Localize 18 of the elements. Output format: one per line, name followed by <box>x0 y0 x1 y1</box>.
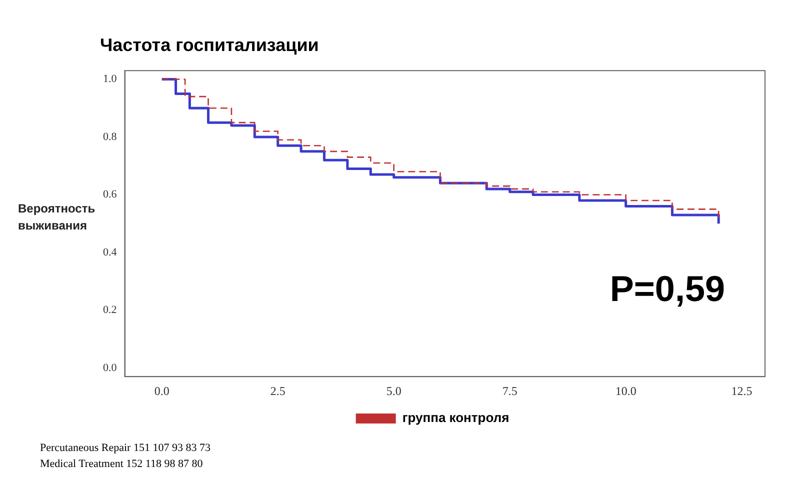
legend-label: группа контроля <box>402 410 510 426</box>
y-tick-label: 0.0 <box>103 362 118 374</box>
y-axis-title: Вероятность выживания <box>18 201 96 232</box>
x-tick-label: 12.5 <box>731 384 752 398</box>
y-tick-label: 0.6 <box>103 188 118 201</box>
chart-title: Частота госпитализации <box>100 34 319 55</box>
annotation: P=0,59 <box>610 268 725 309</box>
x-tick-label: 2.5 <box>270 384 286 398</box>
y-tick-label: 1.0 <box>103 73 118 86</box>
y-tick-label: 0.8 <box>103 130 118 143</box>
x-tick-label: 7.5 <box>502 384 518 398</box>
x-tick-label: 10.0 <box>615 384 636 398</box>
y-tick-label: 0.2 <box>103 304 117 316</box>
y-tick-label: 0.4 <box>103 246 118 258</box>
x-tick-label: 0.0 <box>154 384 170 398</box>
text: Percutaneous Repair 151 107 93 83 73 <box>40 441 210 456</box>
text: Medical Treatment 152 118 98 87 80 <box>40 457 204 472</box>
x-tick-label: 5.0 <box>386 384 402 398</box>
